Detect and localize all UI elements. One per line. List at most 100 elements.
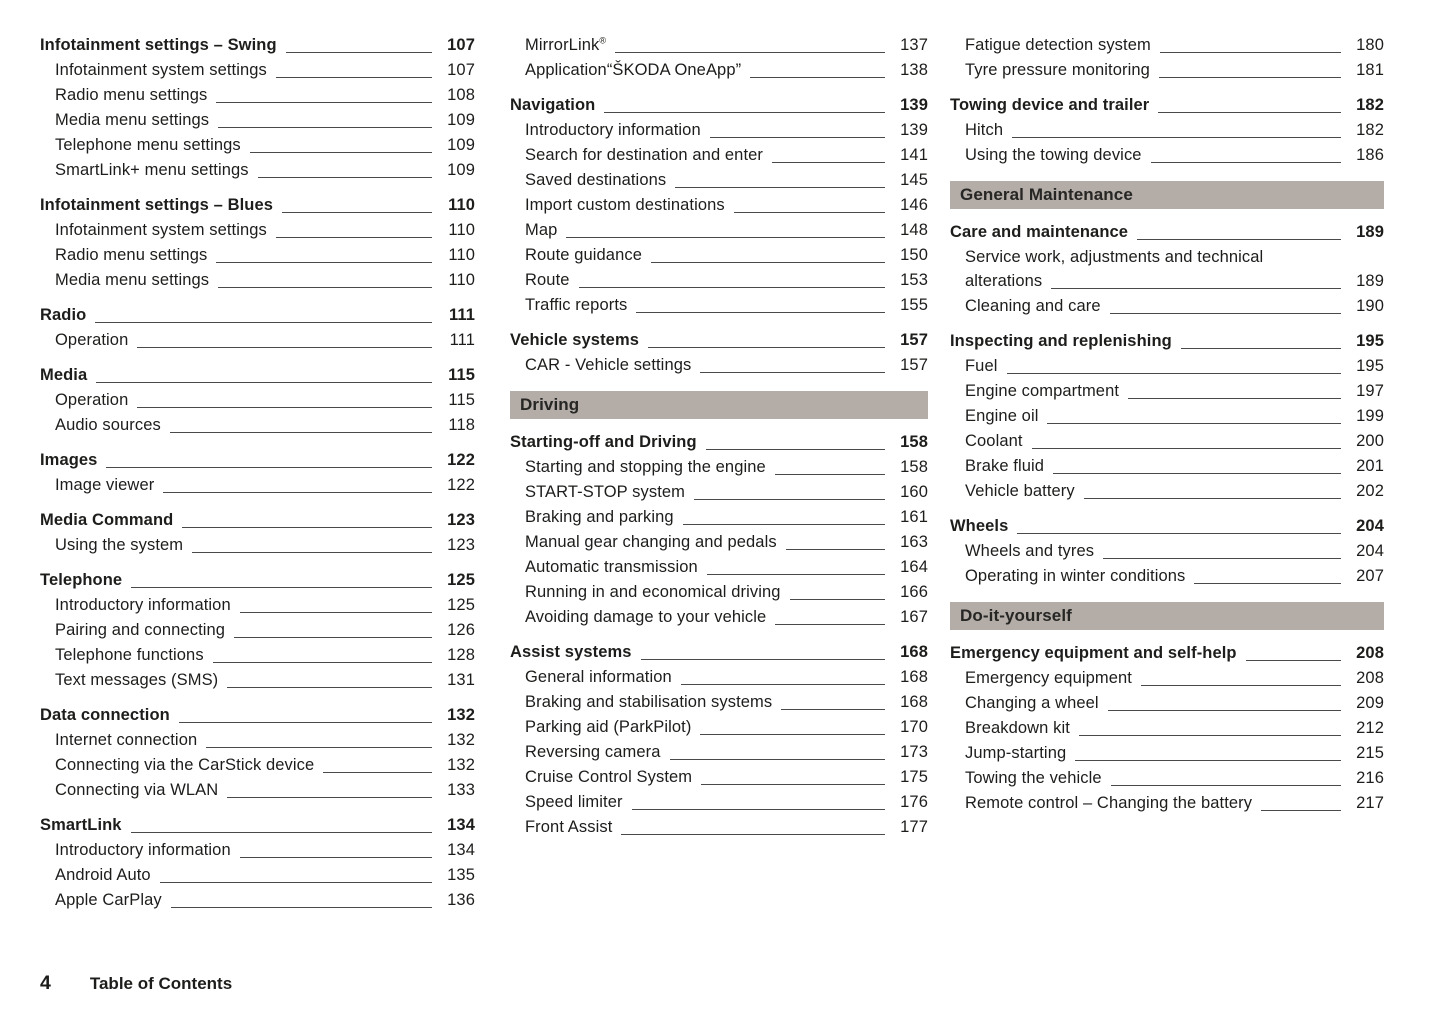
toc-entry[interactable]: Infotainment system settings 107 bbox=[40, 58, 475, 83]
toc-entry[interactable]: Running in and economical driving 166 bbox=[510, 580, 928, 605]
toc-entry[interactable]: Engine compartment 197 bbox=[950, 379, 1384, 404]
toc-entry[interactable]: Braking and parking 161 bbox=[510, 505, 928, 530]
toc-entry[interactable]: Introductory information 134 bbox=[40, 838, 475, 863]
toc-entry[interactable]: Pairing and connecting 126 bbox=[40, 618, 475, 643]
toc-entry[interactable]: MirrorLink® 137 bbox=[510, 33, 928, 58]
toc-section-header-entry[interactable]: Wheels 204 bbox=[950, 514, 1384, 539]
toc-entry[interactable]: Traffic reports 155 bbox=[510, 293, 928, 318]
toc-entry[interactable]: Cruise Control System 175 bbox=[510, 765, 928, 790]
toc-entry[interactable]: Avoiding damage to your vehicle 167 bbox=[510, 605, 928, 630]
toc-section-header-entry[interactable]: Telephone 125 bbox=[40, 568, 475, 593]
leader-line bbox=[227, 687, 432, 688]
toc-entry[interactable]: Operation 111 bbox=[40, 328, 475, 353]
toc-section-header-entry[interactable]: Media Command 123 bbox=[40, 508, 475, 533]
toc-section-header-entry[interactable]: Assist systems 168 bbox=[510, 640, 928, 665]
entry-label: CAR - Vehicle settings bbox=[525, 356, 692, 374]
leader-line bbox=[1159, 52, 1341, 53]
toc-entry[interactable]: SmartLink+ menu settings 109 bbox=[40, 158, 475, 183]
toc-entry[interactable]: Tyre pressure monitoring 181 bbox=[950, 58, 1384, 83]
toc-entry[interactable]: Changing a wheel 209 bbox=[950, 691, 1384, 716]
toc-entry[interactable]: Breakdown kit 212 bbox=[950, 716, 1384, 741]
entry-label: Operation bbox=[55, 391, 129, 409]
toc-section: Infotainment settings – Blues 110 Infotain… bbox=[40, 193, 475, 293]
toc-entry[interactable]: START-STOP system 160 bbox=[510, 480, 928, 505]
toc-entry[interactable]: CAR - Vehicle settings 157 bbox=[510, 353, 928, 378]
toc-entry[interactable]: Android Auto 135 bbox=[40, 863, 475, 888]
entry-label: Running in and economical driving bbox=[525, 583, 781, 601]
toc-entry[interactable]: General information 168 bbox=[510, 665, 928, 690]
leader-line bbox=[1031, 448, 1341, 449]
toc-entry[interactable]: Operating in winter conditions 207 bbox=[950, 564, 1384, 589]
toc-entry[interactable]: Radio menu settings 110 bbox=[40, 243, 475, 268]
toc-entry[interactable]: Telephone menu settings 109 bbox=[40, 133, 475, 158]
toc-entry[interactable]: Text messages (SMS) 131 bbox=[40, 668, 475, 693]
toc-section-header-entry[interactable]: Media 115 bbox=[40, 363, 475, 388]
toc-section-header-entry[interactable]: Data connection 132 bbox=[40, 703, 475, 728]
toc-entry[interactable]: Map 148 bbox=[510, 218, 928, 243]
toc-entry[interactable]: Search for destination and enter 141 bbox=[510, 143, 928, 168]
toc-entry[interactable]: Brake fluid 201 bbox=[950, 454, 1384, 479]
toc-entry[interactable]: Audio sources 118 bbox=[40, 413, 475, 438]
toc-entry[interactable]: Fuel 195 bbox=[950, 354, 1384, 379]
toc-entry[interactable]: Image viewer 122 bbox=[40, 473, 475, 498]
toc-entry[interactable]: Wheels and tyres 204 bbox=[950, 539, 1384, 564]
toc-entry[interactable]: Connecting via WLAN 133 bbox=[40, 778, 475, 803]
toc-section-header-entry[interactable]: Starting-off and Driving 158 bbox=[510, 430, 928, 455]
toc-entry[interactable]: Front Assist 177 bbox=[510, 815, 928, 840]
toc-entry[interactable]: Braking and stabilisation systems 168 bbox=[510, 690, 928, 715]
toc-entry[interactable]: Hitch 182 bbox=[950, 118, 1384, 143]
toc-section-header-entry[interactable]: Infotainment settings – Blues 110 bbox=[40, 193, 475, 218]
toc-section-header-entry[interactable]: Emergency equipment and self-help 208 bbox=[950, 641, 1384, 666]
leader-line bbox=[169, 432, 432, 433]
toc-entry[interactable]: Using the towing device 186 bbox=[950, 143, 1384, 168]
toc-entry[interactable]: Emergency equipment 208 bbox=[950, 666, 1384, 691]
toc-entry[interactable]: Radio menu settings 108 bbox=[40, 83, 475, 108]
toc-entry[interactable]: Saved destinations 145 bbox=[510, 168, 928, 193]
toc-entry[interactable]: Internet connection 132 bbox=[40, 728, 475, 753]
toc-entry[interactable]: Route guidance 150 bbox=[510, 243, 928, 268]
toc-entry[interactable]: Fatigue detection system 180 bbox=[950, 33, 1384, 58]
toc-entry[interactable]: Infotainment system settings 110 bbox=[40, 218, 475, 243]
toc-entry[interactable]: Parking aid (ParkPilot) 170 bbox=[510, 715, 928, 740]
toc-entry[interactable]: Automatic transmission 164 bbox=[510, 555, 928, 580]
toc-entry[interactable]: Connecting via the CarStick device 132 bbox=[40, 753, 475, 778]
toc-entry[interactable]: Engine oil 199 bbox=[950, 404, 1384, 429]
toc-entry[interactable]: Telephone functions 128 bbox=[40, 643, 475, 668]
toc-entry[interactable]: Application“ŠKODA OneApp” 138 bbox=[510, 58, 928, 83]
toc-entry[interactable]: Cleaning and care 190 bbox=[950, 294, 1384, 319]
toc-entry[interactable]: Route 153 bbox=[510, 268, 928, 293]
toc-section: Media Command 123 Using the system 123 bbox=[40, 508, 475, 558]
toc-entry[interactable]: Media menu settings 109 bbox=[40, 108, 475, 133]
toc-entry[interactable]: Reversing camera 173 bbox=[510, 740, 928, 765]
toc-entry[interactable]: Starting and stopping the engine 158 bbox=[510, 455, 928, 480]
toc-section-header-entry[interactable]: Images 122 bbox=[40, 448, 475, 473]
toc-entry[interactable]: Operation 115 bbox=[40, 388, 475, 413]
toc-entry[interactable]: Using the system 123 bbox=[40, 533, 475, 558]
leader-line bbox=[137, 347, 432, 348]
toc-section-header-entry[interactable]: Inspecting and replenishing 195 bbox=[950, 329, 1384, 354]
toc-section-header-entry[interactable]: SmartLink 134 bbox=[40, 813, 475, 838]
toc-entry[interactable]: Towing the vehicle 216 bbox=[950, 766, 1384, 791]
leader-line bbox=[216, 262, 432, 263]
toc-entry[interactable]: Vehicle battery 202 bbox=[950, 479, 1384, 504]
toc-entry[interactable]: Speed limiter 176 bbox=[510, 790, 928, 815]
toc-entry[interactable]: Remote control – Changing the battery 217 bbox=[950, 791, 1384, 816]
toc-entry[interactable]: Media menu settings 110 bbox=[40, 268, 475, 293]
toc-entry[interactable]: Introductory information 139 bbox=[510, 118, 928, 143]
toc-entry[interactable]: Import custom destinations 146 bbox=[510, 193, 928, 218]
toc-entry[interactable]: Jump-starting 215 bbox=[950, 741, 1384, 766]
toc-entry[interactable]: Manual gear changing and pedals 163 bbox=[510, 530, 928, 555]
toc-section-header-entry[interactable]: Towing device and trailer 182 bbox=[950, 93, 1384, 118]
toc-entry[interactable]: Coolant 200 bbox=[950, 429, 1384, 454]
toc-entry-wrapped[interactable]: Service work, adjustments and technical a… bbox=[965, 245, 1384, 294]
toc-entry[interactable]: Introductory information 125 bbox=[40, 593, 475, 618]
toc-entry[interactable]: Apple CarPlay 136 bbox=[40, 888, 475, 913]
page-number: 145 bbox=[900, 171, 928, 189]
page-number: 136 bbox=[447, 891, 475, 909]
toc-section-header-entry[interactable]: Infotainment settings – Swing 107 bbox=[40, 33, 475, 58]
toc-section-header-entry[interactable]: Radio 111 bbox=[40, 303, 475, 328]
toc-section-header-entry[interactable]: Care and maintenance 189 bbox=[950, 220, 1384, 245]
toc-section-header-entry[interactable]: Vehicle systems 157 bbox=[510, 328, 928, 353]
toc-section-header-entry[interactable]: Navigation 139 bbox=[510, 93, 928, 118]
toc-entry[interactable]: Service work, adjustments and technical a… bbox=[950, 245, 1384, 294]
